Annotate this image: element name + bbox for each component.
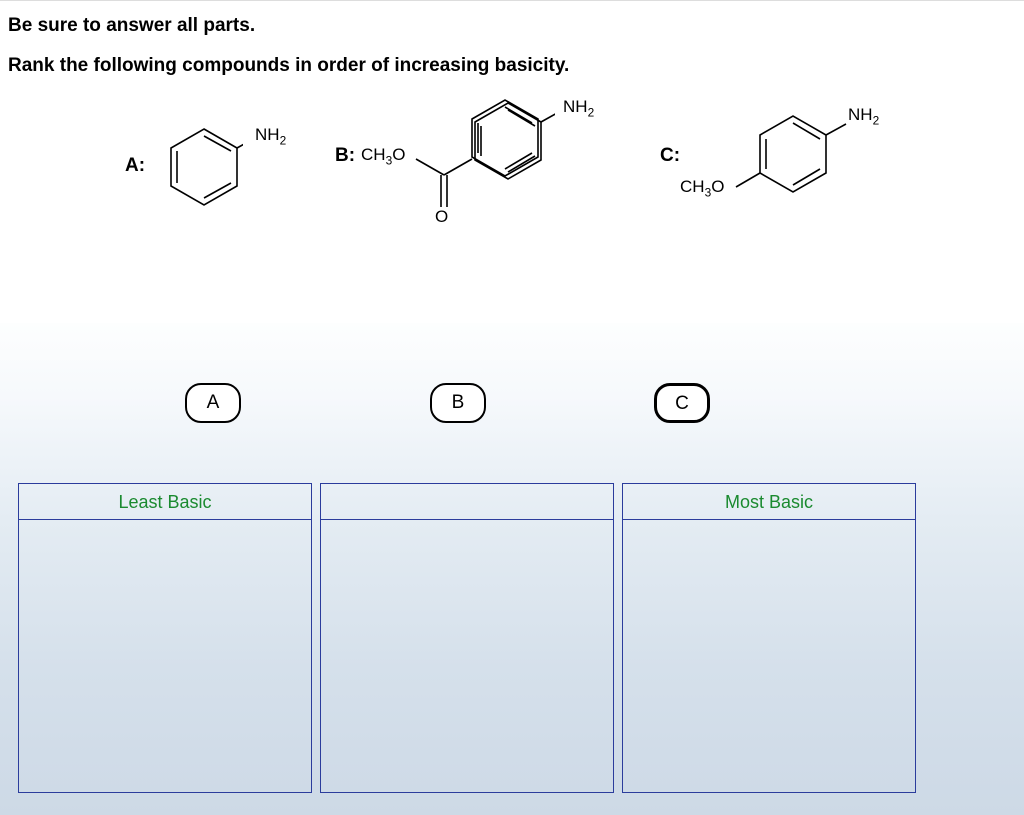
ranking-table: Least Basic Most Basic [18,483,1006,793]
drop-col-least[interactable]: Least Basic [18,483,312,793]
compound-c-nh2: NH2 [848,105,879,127]
chip-c[interactable]: C [654,383,710,423]
instruction-line-1: Be sure to answer all parts. [8,15,1016,37]
instructions-block: Be sure to answer all parts. Rank the fo… [0,1,1024,77]
compound-c-label: C: [660,145,680,167]
compound-b-carbonyl-o: O [435,207,448,227]
answer-area: A B C Least Basic Most Basic [0,323,1024,815]
benzene-ring-a [165,125,243,211]
drop-header-least: Least Basic [19,484,311,520]
compound-c-skeleton [732,105,932,215]
question-container: Be sure to answer all parts. Rank the fo… [0,0,1024,814]
compound-c-ch3o: CH3O [680,177,724,199]
chip-a[interactable]: A [185,383,241,423]
compound-b-ch3o: CH3O [361,145,405,167]
drop-col-middle[interactable] [320,483,614,793]
compound-a-nh2: NH2 [255,125,286,147]
drop-col-most[interactable]: Most Basic [622,483,916,793]
chip-row: A B C [0,323,1024,483]
drop-body-middle[interactable] [321,520,613,792]
compound-b-label: B: [335,145,355,167]
compound-c: C: CH3O NH2 [660,95,970,235]
compound-a-label: A: [125,155,145,177]
instruction-line-2: Rank the following compounds in order of… [8,55,1016,77]
compound-b: B: CH3O [335,95,645,255]
compound-a: A: NH2 [125,105,335,245]
compound-structures-row: A: NH2 B: CH3O [0,95,1024,275]
drop-header-middle [321,484,613,520]
drop-header-most: Most Basic [623,484,915,520]
drop-body-least[interactable] [19,520,311,792]
chip-b[interactable]: B [430,383,486,423]
benzene-ring-b [465,99,555,189]
drop-body-most[interactable] [623,520,915,792]
compound-b-nh2: NH2 [563,97,594,119]
